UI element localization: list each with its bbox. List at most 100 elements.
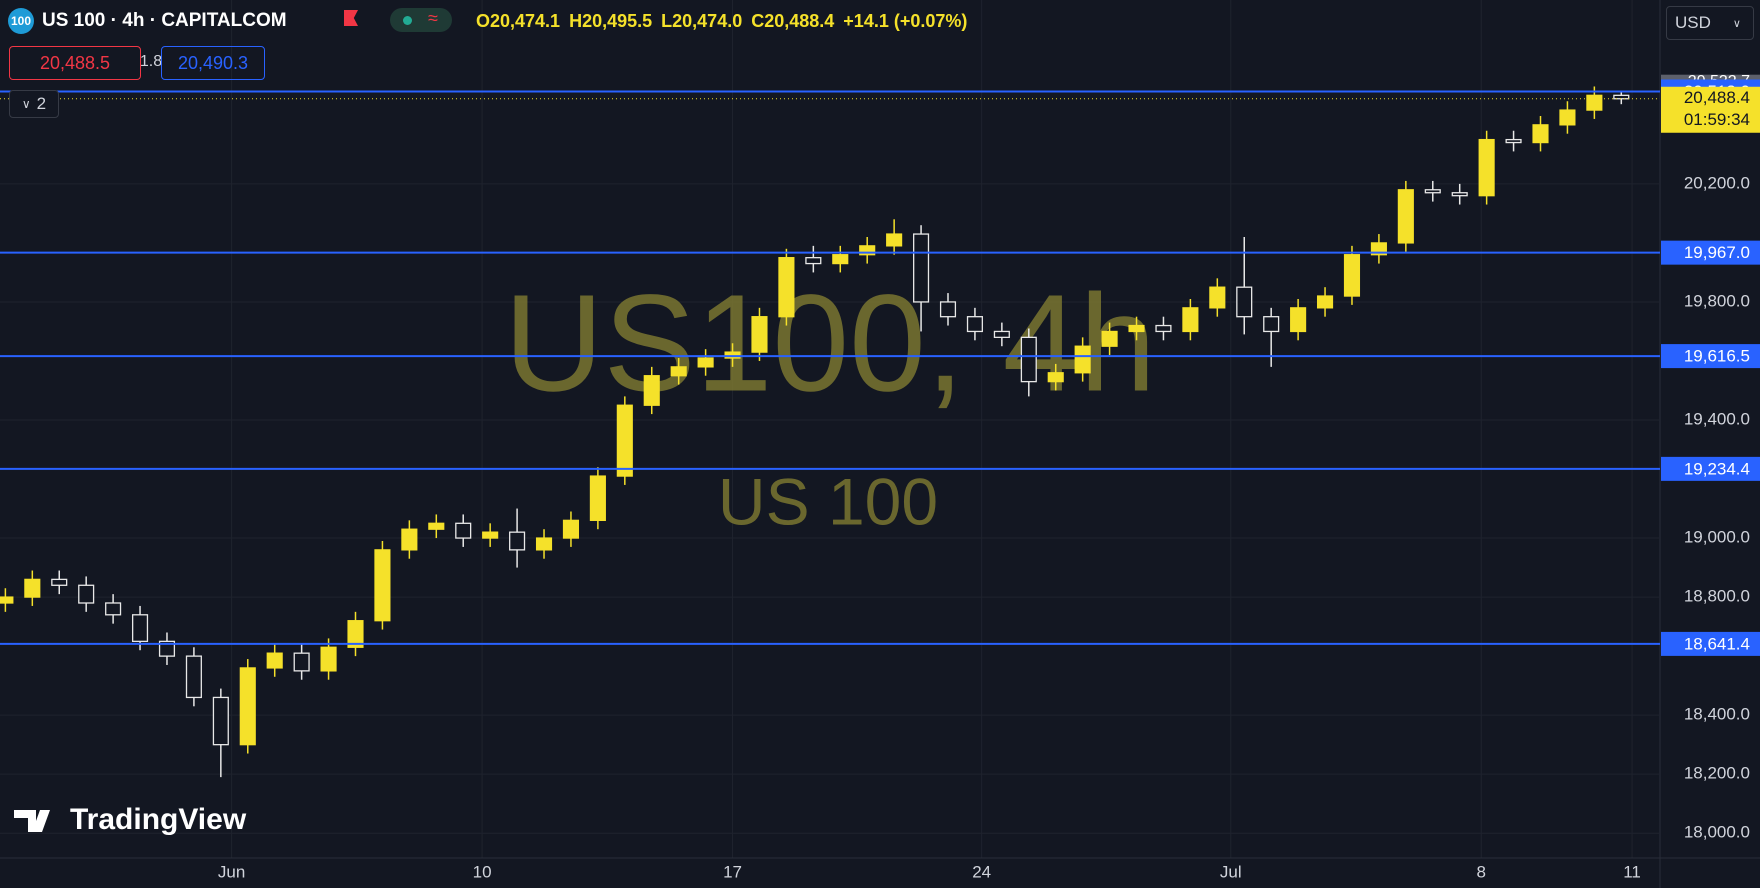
candle-body xyxy=(1424,189,1441,194)
candle-body xyxy=(185,655,202,699)
candle-body xyxy=(509,531,526,551)
candle-body xyxy=(455,522,472,539)
candle-body xyxy=(1316,295,1334,309)
x-tick-label: 8 xyxy=(1477,862,1486,881)
ohlc-value: H20,495.5 xyxy=(569,11,653,31)
candle-body xyxy=(1290,307,1307,333)
level-box xyxy=(1661,456,1760,481)
watermark-subtitle: US 100 xyxy=(718,464,938,538)
candle-body xyxy=(670,366,687,377)
candle-body xyxy=(993,330,1010,339)
candle-body xyxy=(913,233,930,303)
candle-body xyxy=(751,316,768,353)
level-label: 19,616.5 xyxy=(1684,347,1750,366)
last-price-label: 20,488.4 xyxy=(1684,88,1750,107)
change: +14.1 (+0.07%) xyxy=(843,11,968,31)
candle-body xyxy=(266,652,283,669)
chevron: ∨ xyxy=(21,97,31,111)
candle-body xyxy=(1505,138,1522,144)
candle-body xyxy=(1074,345,1091,374)
candle-body xyxy=(886,233,903,247)
currency: USD xyxy=(1675,13,1711,32)
candle-body xyxy=(643,375,660,406)
candle-body xyxy=(1532,124,1549,144)
candle-body xyxy=(1263,316,1280,333)
candle-body xyxy=(966,316,983,333)
axis-panel xyxy=(1660,0,1760,888)
candle-body xyxy=(158,640,176,657)
level-label: 19,234.4 xyxy=(1684,459,1750,478)
candle-body xyxy=(1047,372,1064,383)
ohlc-value: O20,474.1 xyxy=(476,11,561,31)
candle-body xyxy=(697,357,714,368)
candle-body xyxy=(1370,242,1387,256)
status-pill[interactable] xyxy=(390,8,452,32)
candle-body xyxy=(1182,307,1199,333)
delay-icon: ≈ xyxy=(428,8,438,28)
candle-body xyxy=(1559,109,1576,126)
y-tick-label: 18,200.0 xyxy=(1684,764,1750,783)
candle-body xyxy=(1209,286,1226,309)
candle-body xyxy=(1451,192,1468,197)
candle-body xyxy=(805,257,822,265)
x-tick-label: 10 xyxy=(473,862,492,881)
candle-body xyxy=(51,578,68,586)
flag-icon[interactable] xyxy=(344,10,358,26)
candle-body xyxy=(1128,324,1145,333)
candle-body xyxy=(401,528,418,551)
candle-body xyxy=(239,667,256,746)
candle-body xyxy=(1236,286,1253,318)
indicators-count: 2 xyxy=(36,94,47,113)
watermark-title: US100, 4h xyxy=(504,266,1156,420)
y-tick-label: 20,200.0 xyxy=(1684,173,1750,192)
indicators-toggle[interactable]: ∨ 2 xyxy=(9,90,59,118)
x-tick-label: Jul xyxy=(1220,862,1242,881)
level-box xyxy=(1661,631,1760,656)
chevron: ∨ xyxy=(1732,17,1741,30)
level-label: 18,641.4 xyxy=(1684,634,1750,653)
currency-select[interactable]: USD ∨ xyxy=(1666,6,1754,40)
x-tick-label: Jun xyxy=(218,862,245,881)
candle-body xyxy=(293,652,310,672)
buy-button[interactable]: 20,490.3 xyxy=(161,46,265,80)
x-tick-label: 17 xyxy=(723,862,742,881)
ohlc-legend: O20,474.1 H20,495.5 L20,474.0 C20,488.4 +14.… xyxy=(476,11,976,32)
branding: TradingView xyxy=(70,803,247,836)
symbol-title[interactable]: US 100 · 4h · CAPITALCOM xyxy=(42,10,287,31)
market-open-dot xyxy=(403,16,412,25)
candle-body xyxy=(1343,254,1361,297)
candle-body xyxy=(939,301,957,318)
candle-body xyxy=(347,620,364,648)
candle-body xyxy=(616,404,633,477)
level-label: 19,967.0 xyxy=(1684,243,1750,262)
x-tick-label: 11 xyxy=(1623,862,1641,881)
candle-body xyxy=(24,578,41,598)
candle-body xyxy=(78,584,95,604)
y-tick-label: 19,000.0 xyxy=(1684,528,1750,547)
candle-body xyxy=(535,537,553,551)
grid xyxy=(0,0,1659,858)
y-tick-label: 18,400.0 xyxy=(1684,705,1750,724)
candle-body xyxy=(859,245,876,256)
spread: 1.8 xyxy=(139,53,163,70)
candle-body xyxy=(1586,94,1603,111)
candle-body xyxy=(212,696,229,746)
candle-body xyxy=(374,549,391,622)
level-box xyxy=(1661,344,1760,369)
candle-body xyxy=(832,254,849,265)
candle-body xyxy=(320,646,337,672)
candle-body xyxy=(428,522,445,530)
y-tick-label: 19,400.0 xyxy=(1684,409,1750,428)
last-price-box xyxy=(1661,86,1760,133)
candle-body xyxy=(778,257,795,318)
candle-body xyxy=(1101,330,1118,347)
candle-body xyxy=(105,602,122,616)
countdown: 01:59:34 xyxy=(1684,110,1750,129)
sell-button[interactable]: 20,488.5 xyxy=(9,46,141,80)
candle-body xyxy=(562,519,580,539)
candle-body xyxy=(1613,94,1630,100)
symbol-logo: 100 xyxy=(8,8,34,34)
level-box xyxy=(1661,240,1760,265)
